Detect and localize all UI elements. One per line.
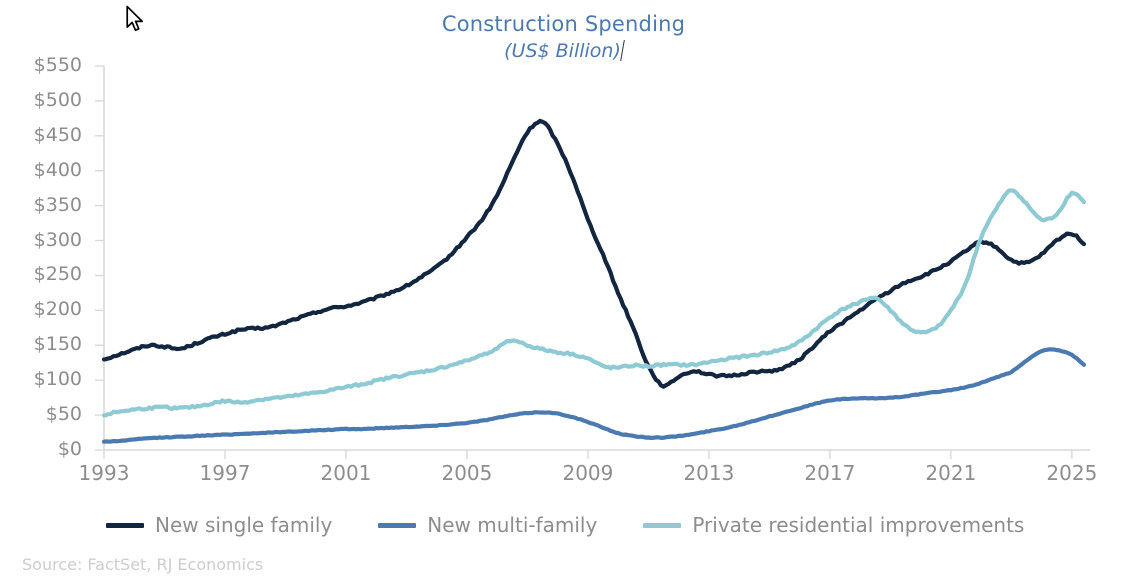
y-axis-tick-label: $250 <box>33 263 82 286</box>
y-axis-tick-label: $50 <box>45 403 82 426</box>
y-axis-tick-label: $300 <box>33 228 82 251</box>
chart-legend: New single family New multi-family Private… <box>106 509 1066 541</box>
axis-lines <box>95 65 1090 459</box>
x-axis-tick-label: 2017 <box>804 461 856 485</box>
legend-label: New multi-family <box>427 513 598 537</box>
legend-swatch-icon <box>643 522 682 528</box>
legend-item[interactable]: Private residential improvements <box>643 513 1024 537</box>
x-axis-tick-label: 2005 <box>441 461 493 485</box>
legend-item[interactable]: New multi-family <box>378 513 597 537</box>
mouse-pointer-icon <box>126 5 144 32</box>
x-axis-tick-label: 2001 <box>320 461 372 485</box>
source-note: Source: FactSet, RJ Economics <box>22 555 264 574</box>
y-axis-tick-label: $400 <box>33 158 82 181</box>
y-axis-tick-label: $150 <box>33 333 82 356</box>
legend-label: New single family <box>155 513 333 537</box>
y-axis-tick-label: $450 <box>33 123 82 146</box>
x-axis-tick-label: 2009 <box>562 461 614 485</box>
legend-label: Private residential improvements <box>692 513 1025 537</box>
x-axis-tick-label: 1997 <box>199 461 251 485</box>
y-axis-labels: $0 $50 $100 $150 $200 $250 $300 $350 $400 $450 $50… <box>16 0 82 587</box>
legend-item[interactable]: New single family <box>106 513 332 537</box>
series-line-new-single-family <box>101 118 1087 389</box>
legend-swatch-icon <box>378 522 417 528</box>
x-axis-tick-label: 2021 <box>925 461 977 485</box>
y-axis-tick-label: $350 <box>33 193 82 216</box>
y-axis-tick-label: $100 <box>33 368 82 391</box>
y-axis-tick-label: $0 <box>57 438 82 460</box>
y-axis-tick-label: $550 <box>33 54 82 76</box>
series-line-new-multi-family <box>101 347 1087 444</box>
y-axis-tick-label: $500 <box>33 88 82 111</box>
x-axis-tick-label: 2013 <box>683 461 735 485</box>
legend-swatch-icon <box>106 522 144 528</box>
series-lines <box>101 118 1087 444</box>
y-axis-tick-label: $200 <box>33 298 82 321</box>
x-axis-tick-label: 1993 <box>78 461 130 485</box>
series-line-private-residential-improvements <box>101 188 1087 418</box>
x-axis-tick-label: 2025 <box>1046 461 1098 485</box>
